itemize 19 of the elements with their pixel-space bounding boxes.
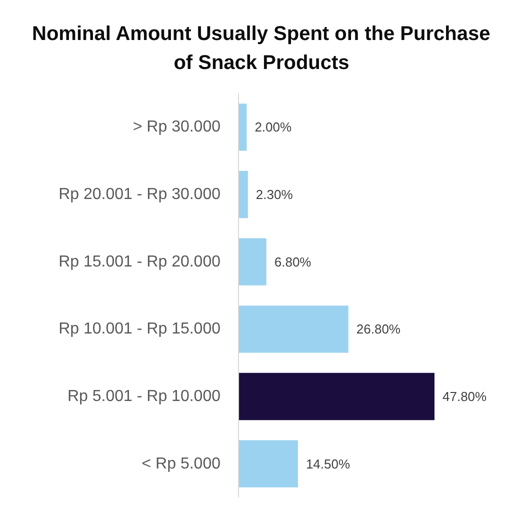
y-tick-label: < Rp 5.000: [142, 455, 221, 472]
data-label: 6.80%: [274, 254, 312, 270]
y-tick-label: Rp 10.001 - Rp 15.000: [58, 320, 221, 338]
bar: [238, 306, 348, 353]
data-label: 2.30%: [256, 187, 294, 202]
y-tick-label: Rp 20.001 - Rp 30.000: [58, 186, 221, 203]
y-tick-label: Rp 5.001 - Rp 10.000: [68, 388, 221, 405]
data-label: 2.00%: [254, 120, 292, 135]
bar: [238, 104, 247, 151]
chart-title: Nominal Amount Usually Spent on the Purchase of Snack Products: [32, 23, 490, 74]
data-label: 47.80%: [442, 389, 488, 404]
data-label: 26.80%: [356, 322, 401, 337]
bar: [238, 440, 298, 488]
bar: [238, 238, 266, 286]
data-label: 14.50%: [306, 456, 350, 472]
y-tick-label: > Rp 30.000: [132, 118, 221, 136]
bar: [238, 170, 248, 218]
bar: [238, 372, 434, 420]
y-tick-label: Rp 15.001 - Rp 20.000: [58, 253, 221, 270]
